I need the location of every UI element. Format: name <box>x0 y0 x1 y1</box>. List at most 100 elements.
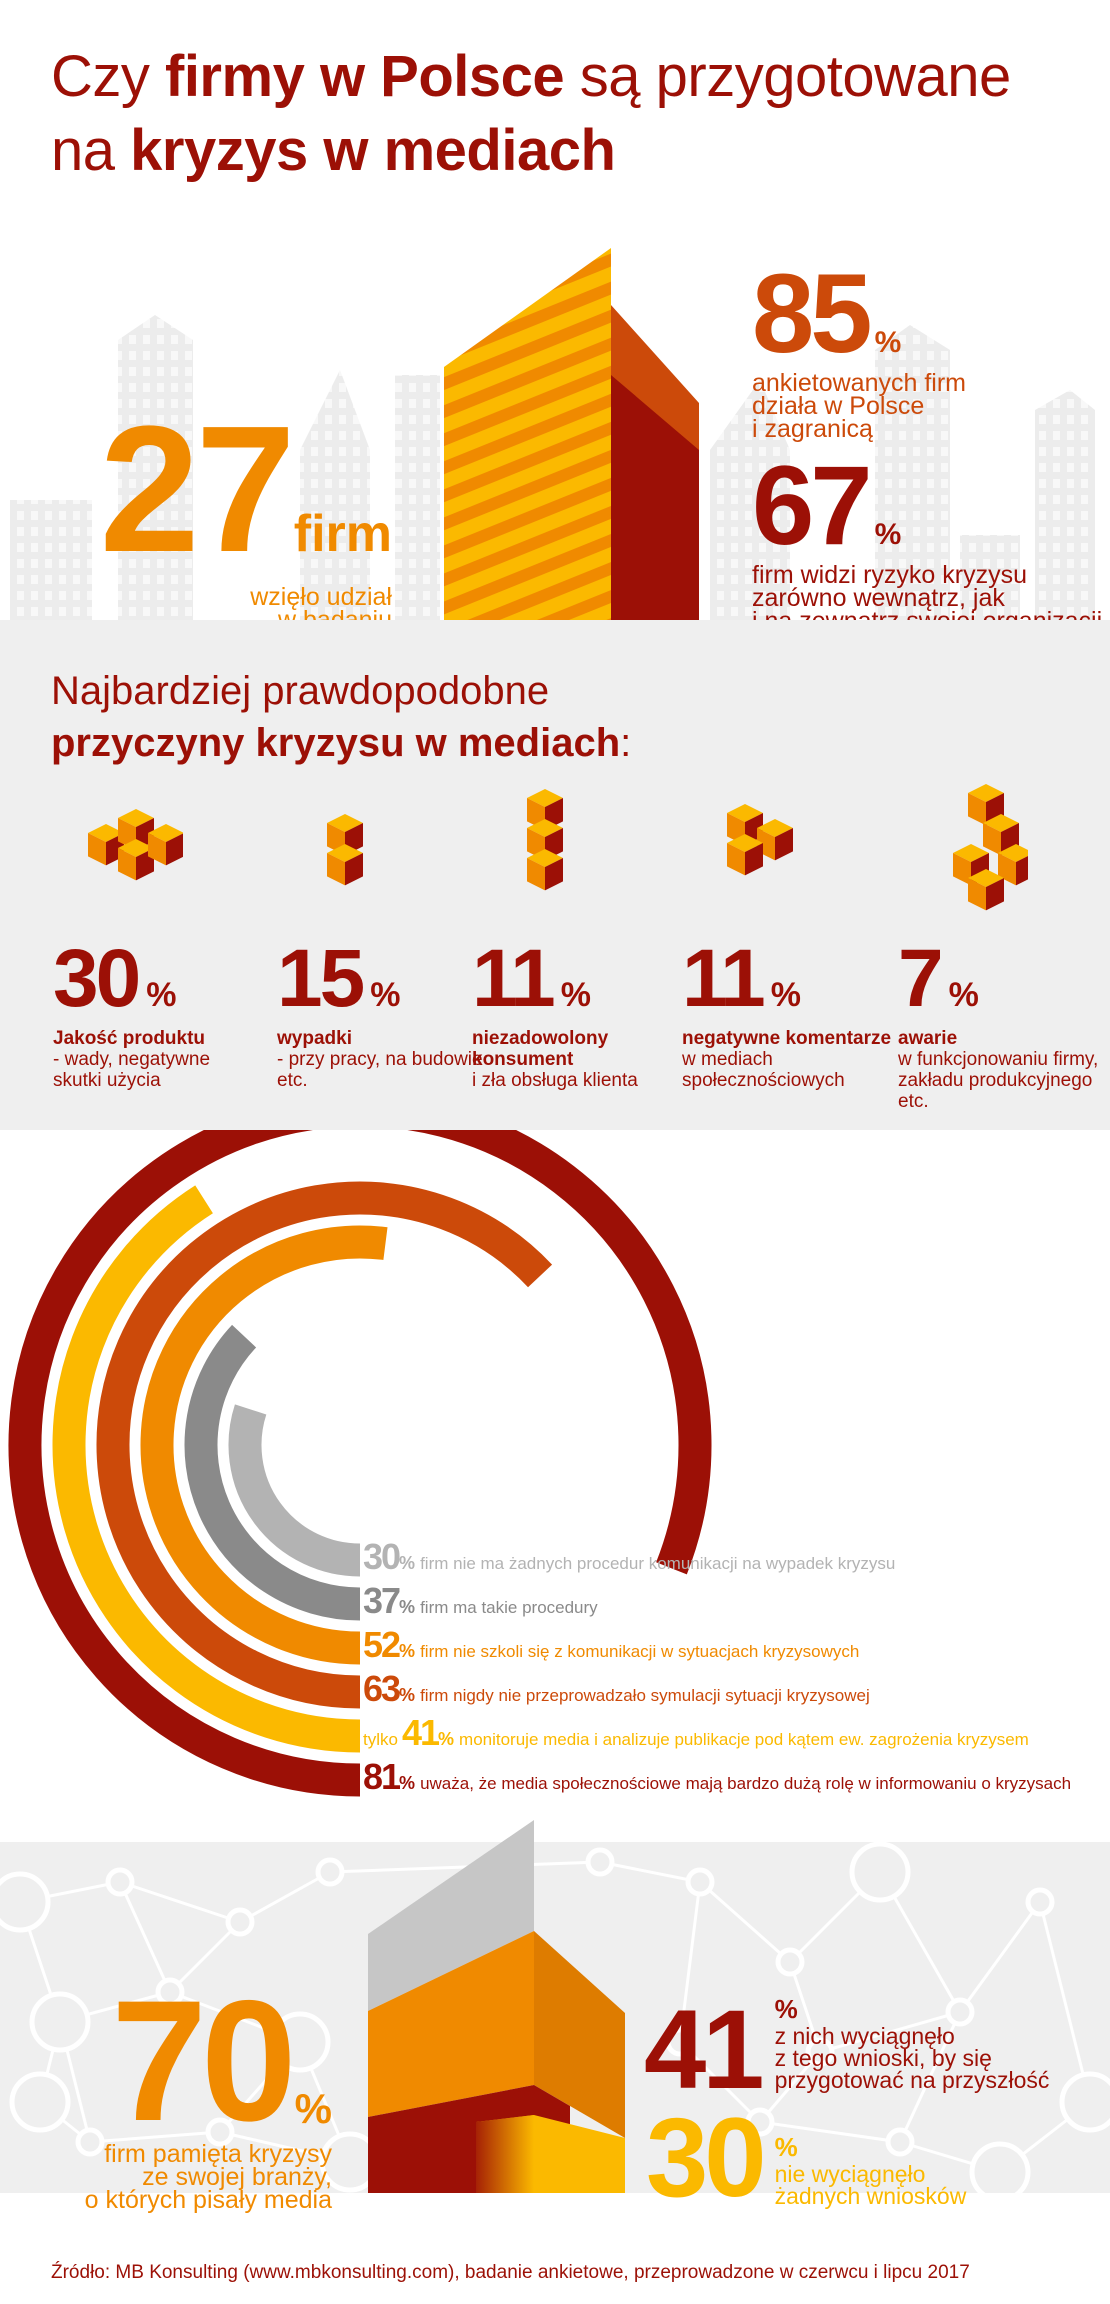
cause-label: awarie w funkcjonowaniu firmy, zakładu pr… <box>898 1028 1108 1112</box>
person-node-icon <box>9 2071 71 2133</box>
ring-label: 63% firm nigdy nie przeprowadzało symulac… <box>363 1668 870 1709</box>
cause-description: w mediach społecznościowych <box>682 1049 845 1091</box>
stat-caption: zarówno wewnątrz, jak <box>752 584 1005 612</box>
cause-value: 7 <box>898 933 944 1024</box>
cause-label: Jakość produktu - wady, negatywne skutki … <box>53 1028 263 1091</box>
cause-description: i zła obsługa klienta <box>472 1070 638 1091</box>
cause-title: negatywne komentarze <box>682 1028 892 1049</box>
stat-learned: 41 % z nich wyciągnęło z tego wnioski, b… <box>644 1994 1049 2106</box>
cause-description: - przy pracy, na budowie etc. <box>277 1049 483 1091</box>
cause-title: Jakość produktu <box>53 1028 206 1049</box>
cause-value: 30 <box>53 933 141 1024</box>
stat-not-learned: 30 % nie wyciągnęło żadnych wniosków <box>646 2102 966 2214</box>
stat-firms: 27 firm wzięło udział w badaniu ankietow… <box>100 400 392 656</box>
person-node-icon <box>1025 1887 1055 1917</box>
stat-caption: i zagranicą <box>752 415 873 443</box>
ring-value: 52 <box>363 1624 401 1665</box>
ring-unit: % <box>438 1729 455 1749</box>
person-node-icon <box>315 1857 345 1887</box>
cause-unit: % <box>948 976 979 1014</box>
ring-value: 81 <box>363 1756 401 1797</box>
ring-arc <box>52 1185 361 1753</box>
network-background <box>0 1842 1110 2193</box>
person-node-icon <box>969 2141 1031 2193</box>
cause-label: niezadowolony konsument i zła obsługa kli… <box>472 1028 682 1091</box>
cause-item: 15% wypadki - przy pracy, na budowie etc. <box>277 778 487 1091</box>
ring-label: 81% uważa, że media społecznościowe mają … <box>363 1756 1071 1797</box>
person-node-icon <box>269 2011 331 2073</box>
stat-value: 70 <box>111 1965 296 2157</box>
person-node-icon <box>75 2127 105 2157</box>
person-node-icon <box>945 1997 975 2027</box>
ring-unit: % <box>399 1553 416 1573</box>
ring-value: 63 <box>363 1668 401 1709</box>
stat-value: 41 <box>644 1987 765 2112</box>
person-node-icon <box>849 1842 911 1903</box>
cause-percent: 11% <box>472 938 682 1020</box>
ring-arc <box>8 1130 712 1797</box>
cause-item: 7% awarie w funkcjonowaniu firmy, zakładu … <box>898 778 1108 1112</box>
cause-value: 11 <box>472 933 556 1024</box>
cause-value: 15 <box>277 933 365 1024</box>
stat-unit: % <box>294 2085 332 2132</box>
person-node-icon <box>885 2127 915 2157</box>
person-node-icon <box>0 1871 51 1933</box>
stat-caption: firm widzi ryzyko kryzysu <box>752 561 1028 589</box>
stat-caption: nie wyciągnęło <box>774 2161 926 2187</box>
stat-unit: firm <box>293 505 392 563</box>
stat-caption: ankietowanych firm <box>752 369 966 397</box>
bar-building-illustration <box>368 1820 625 2193</box>
stat-caption: z tego wnioski, by się <box>774 2045 992 2071</box>
rings-chart <box>8 1130 712 1797</box>
cubes-icon <box>953 784 1028 911</box>
ring-label: tylko 41% monitoruje media i analizuje pub… <box>363 1712 1029 1753</box>
ring-text: firm nie szkoli się z komunikacji w sytu… <box>420 1642 860 1661</box>
background-buildings <box>10 315 1095 620</box>
title-emphasis: kryzys w mediach <box>130 118 616 183</box>
stat-unit: % <box>774 2132 798 2162</box>
stat-unit: % <box>874 518 902 551</box>
stat-caption: firm pamięta kryzysy <box>104 2140 332 2168</box>
cause-description: - wady, negatywne skutki użycia <box>53 1049 211 1091</box>
title-text: Czy <box>51 44 165 109</box>
person-node-icon <box>585 1847 615 1877</box>
ring-arc <box>140 1225 388 1665</box>
ring-label: 30% firm nie ma żadnych procedur komunika… <box>363 1536 895 1577</box>
cause-percent: 15% <box>277 938 487 1020</box>
person-node-icon <box>775 1947 805 1977</box>
person-icon <box>527 789 563 891</box>
stat-value: 30 <box>646 2095 767 2220</box>
cause-value: 11 <box>682 933 766 1024</box>
cause-label: wypadki - przy pracy, na budowie etc. <box>277 1028 487 1091</box>
gray-segment <box>368 1820 534 2011</box>
speech-bubble-icon <box>727 804 793 876</box>
city-skyline-illustration <box>10 248 1095 620</box>
ring-unit: % <box>399 1597 416 1617</box>
source-footer: Źródło: MB Konsulting (www.mbkonsulting.… <box>51 2262 970 2283</box>
main-building-illustration <box>444 248 699 620</box>
person-node-icon <box>155 1977 185 2007</box>
cause-title: awarie <box>898 1028 958 1049</box>
ring-label: 52% firm nie szkoli się z komunikacji w s… <box>363 1624 860 1665</box>
person-node-icon <box>1059 2071 1110 2133</box>
first-aid-kit-icon <box>327 814 363 886</box>
ring-prefix: tylko <box>363 1730 398 1749</box>
ring-value: 30 <box>363 1536 401 1577</box>
heading-colon: : <box>620 721 632 765</box>
cause-item: 30% Jakość produktu - wady, negatywne skut… <box>53 778 263 1091</box>
ring-text: monitoruje media i analizuje publikacje … <box>459 1730 1029 1749</box>
ring-label: 37% firm ma takie procedury <box>363 1580 598 1621</box>
stat-remember: 70 % firm pamięta kryzysy ze swojej bran… <box>80 1965 332 2213</box>
ring-value: 41 <box>401 1712 440 1753</box>
cause-unit: % <box>770 976 801 1014</box>
causes-heading: Najbardziej prawdopodobne przyczyny kryz… <box>51 665 631 769</box>
ring-arc <box>96 1181 553 1709</box>
stat-caption: z nich wyciągnęło <box>774 2023 955 2049</box>
title-text: na <box>51 118 131 183</box>
cause-item: 11% niezadowolony konsument i zła obsługa … <box>472 778 682 1091</box>
person-node-icon <box>29 1991 91 2053</box>
person-node-icon <box>805 2037 835 2067</box>
ring-text: firm nigdy nie przeprowadzało symulacji … <box>420 1686 870 1705</box>
cause-unit: % <box>560 976 591 1014</box>
ring-unit: % <box>399 1685 416 1705</box>
